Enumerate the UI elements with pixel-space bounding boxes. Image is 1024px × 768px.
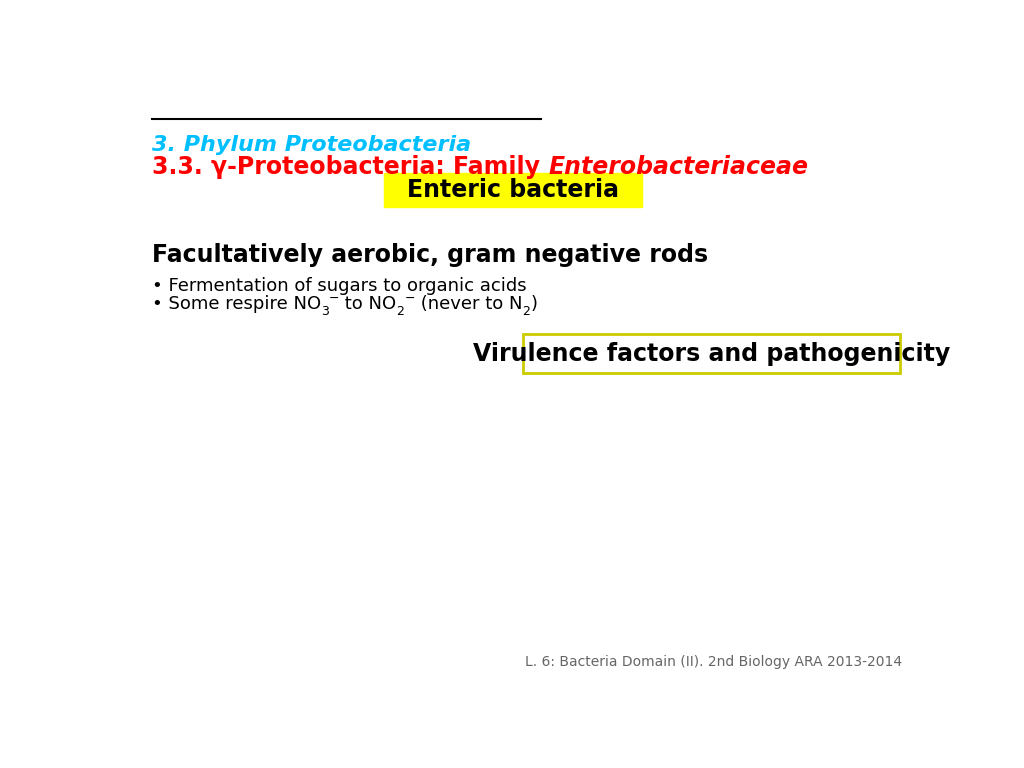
Text: 3.3. γ-Proteobacteria: Family: 3.3. γ-Proteobacteria: Family [152,155,548,180]
Text: −: − [329,293,339,305]
Text: Enteric bacteria: Enteric bacteria [407,177,618,202]
Text: • Fermentation of sugars to organic acids: • Fermentation of sugars to organic acid… [152,276,526,295]
Text: • Some respire NO: • Some respire NO [152,295,321,313]
Text: 3: 3 [321,305,329,318]
Text: Facultatively aerobic, gram negative rods: Facultatively aerobic, gram negative rod… [152,243,708,267]
Text: 2: 2 [396,305,404,318]
Text: ): ) [530,295,538,313]
Text: to NO: to NO [339,295,396,313]
Text: L. 6: Bacteria Domain (II). 2nd Biology ARA 2013-2014: L. 6: Bacteria Domain (II). 2nd Biology … [524,655,902,669]
FancyBboxPatch shape [384,173,642,207]
Text: Enterobacteriaceae: Enterobacteriaceae [548,155,808,180]
Text: 3. Phylum Proteobacteria: 3. Phylum Proteobacteria [152,134,471,154]
Text: Virulence factors and pathogenicity: Virulence factors and pathogenicity [473,342,950,366]
FancyBboxPatch shape [523,334,900,372]
Text: 2: 2 [522,305,530,318]
Text: −: − [404,293,415,305]
Text: (never to N: (never to N [415,295,522,313]
